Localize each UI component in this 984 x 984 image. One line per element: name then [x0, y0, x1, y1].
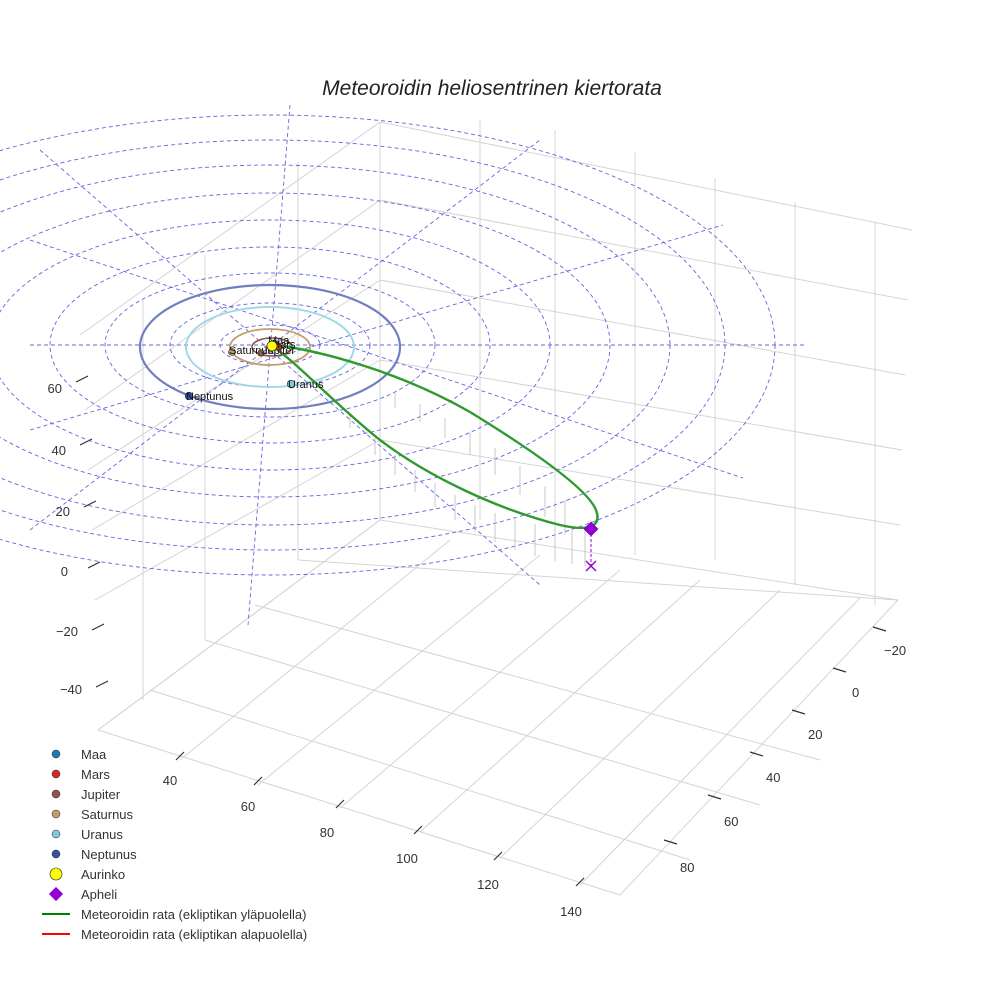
y-tick-label: 80	[680, 860, 694, 875]
z-tick-label: −40	[60, 682, 82, 697]
legend-swatch	[51, 769, 61, 779]
legend-swatch	[51, 829, 61, 839]
legend-label: Meteoroidin rata (ekliptikan alapuolella…	[81, 927, 307, 942]
aphelion-group	[583, 521, 599, 572]
y-tick-label: 0	[852, 685, 859, 700]
chart-title: Meteoroidin heliosentrinen kiertorata	[322, 77, 662, 100]
aphelion-marker	[583, 521, 599, 537]
legend-label: Mars	[81, 767, 110, 782]
legend-label: Maa	[81, 747, 107, 762]
legend-item[interactable]: Neptunus	[51, 847, 137, 862]
legend-item[interactable]: Meteoroidin rata (ekliptikan yläpuolella…	[42, 907, 306, 922]
legend-label: Aurinko	[81, 867, 125, 882]
z-axis: 60 40 20 0 −20 −40	[48, 375, 109, 697]
meteoroid-orbit	[267, 342, 599, 530]
z-tick-label: 0	[61, 564, 68, 579]
legend-label: Apheli	[81, 887, 117, 902]
legend-swatch	[51, 789, 61, 799]
legend-swatch	[51, 749, 61, 759]
drop-lines	[349, 392, 586, 566]
x-tick-label: 120	[477, 877, 499, 892]
legend-item[interactable]: Aurinko	[49, 867, 125, 882]
jupiter-point	[257, 349, 265, 357]
sun-point	[266, 340, 278, 352]
legend-label: Neptunus	[81, 847, 137, 862]
y-tick-label: −20	[884, 643, 906, 658]
legend-item[interactable]: Apheli	[48, 886, 117, 902]
uranus-label: Uranus	[288, 379, 324, 391]
legend-label: Uranus	[81, 827, 123, 842]
y-axis: −20 0 20 40 60 80	[663, 626, 906, 875]
planets: Neptunus Uranus Saturnus Jupiter Mars Ma…	[184, 335, 324, 403]
y-tick-label: 20	[808, 727, 822, 742]
legend: Maa Mars Jupiter Saturnus Uranus Neptunu…	[42, 747, 307, 942]
y-tick-label: 40	[766, 770, 780, 785]
legend-item[interactable]: Mars	[51, 767, 110, 782]
y-tick-label: 60	[724, 814, 738, 829]
neptunus-orbit	[138, 283, 402, 411]
z-tick-label: 20	[56, 504, 70, 519]
aphelion-projection-marker	[585, 560, 597, 572]
legend-label: Jupiter	[81, 787, 121, 802]
legend-item[interactable]: Jupiter	[51, 787, 121, 802]
legend-item[interactable]: Meteoroidin rata (ekliptikan alapuolella…	[42, 927, 307, 942]
x-axis: 40 60 80 100 120 140	[163, 751, 585, 919]
x-tick-label: 100	[396, 851, 418, 866]
z-tick-label: 60	[48, 381, 62, 396]
legend-item[interactable]: Maa	[51, 747, 107, 762]
legend-swatch	[49, 867, 63, 881]
mars-label: Mars	[271, 339, 296, 351]
legend-label: Saturnus	[81, 807, 134, 822]
uranus-point	[286, 379, 296, 389]
saturnus-orbit	[229, 328, 311, 366]
x-tick-label: 140	[560, 904, 582, 919]
neptunus-label: Neptunus	[186, 391, 234, 403]
x-tick-label: 60	[241, 799, 255, 814]
legend-swatch	[51, 809, 61, 819]
legend-swatch	[51, 849, 61, 859]
z-tick-label: −20	[56, 624, 78, 639]
legend-label: Meteoroidin rata (ekliptikan yläpuolella…	[81, 907, 306, 922]
x-tick-label: 80	[320, 825, 334, 840]
ecliptic-rings	[0, 104, 806, 626]
uranus-orbit	[185, 306, 355, 388]
z-tick-label: 40	[52, 443, 66, 458]
neptunus-point	[184, 391, 194, 401]
legend-item[interactable]: Saturnus	[51, 807, 134, 822]
legend-item[interactable]: Uranus	[51, 827, 123, 842]
x-tick-label: 40	[163, 773, 177, 788]
legend-swatch	[48, 886, 64, 902]
box-grid	[79, 120, 913, 896]
saturnus-point	[228, 348, 236, 356]
